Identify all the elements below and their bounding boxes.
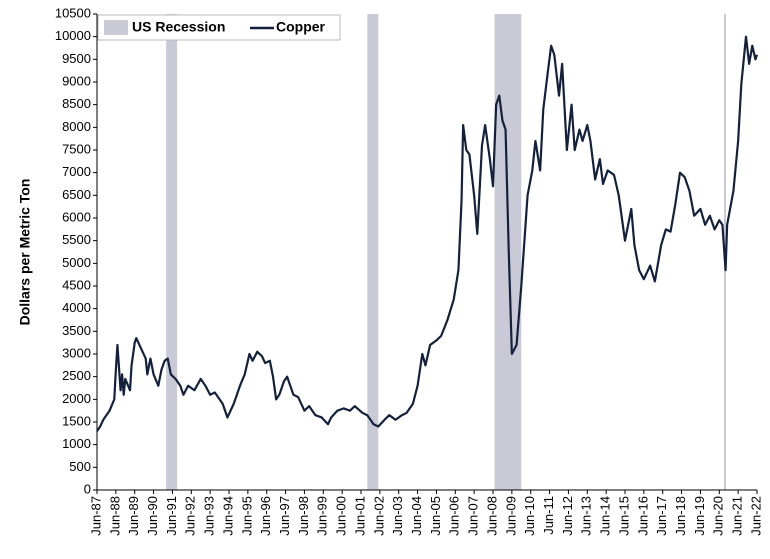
x-tick-label: Jun-18: [673, 496, 688, 536]
y-tick-label: 7000: [62, 164, 91, 179]
x-tick-label: Jun-96: [258, 496, 273, 536]
y-axis-label: Dollars per Metric Ton: [17, 179, 33, 326]
x-tick-label: Jun-09: [503, 496, 518, 536]
x-tick-label: Jun-12: [560, 496, 575, 536]
x-tick-label: Jun-92: [183, 496, 198, 536]
y-tick-label: 4000: [62, 300, 91, 315]
y-tick-label: 10000: [55, 28, 91, 43]
x-tick-label: Jun-11: [541, 496, 556, 535]
x-tick-label: Jun-04: [409, 496, 424, 536]
y-tick-label: 1500: [62, 413, 91, 428]
y-tick-label: 10500: [55, 5, 91, 20]
x-tick-label: Jun-15: [616, 496, 631, 536]
y-tick-label: 2000: [62, 391, 91, 406]
y-tick-label: 2500: [62, 368, 91, 383]
x-tick-label: Jun-16: [635, 496, 650, 536]
x-tick-label: Jun-00: [334, 496, 349, 536]
y-tick-label: 3000: [62, 345, 91, 360]
y-tick-label: 7500: [62, 141, 91, 156]
x-tick-label: Jun-99: [315, 496, 330, 536]
y-tick-label: 8500: [62, 96, 91, 111]
x-tick-label: Jun-87: [88, 496, 103, 536]
x-tick-label: Jun-20: [711, 496, 726, 536]
y-tick-label: 8000: [62, 119, 91, 134]
x-tick-label: Jun-98: [296, 496, 311, 536]
legend-box: [97, 14, 341, 41]
x-tick-label: Jun-89: [126, 496, 141, 536]
x-tick-label: Jun-14: [598, 496, 613, 536]
x-tick-label: Jun-88: [107, 496, 122, 536]
x-tick-label: Jun-17: [654, 496, 669, 536]
y-tick-label: 9000: [62, 73, 91, 88]
y-tick-label: 6000: [62, 209, 91, 224]
x-tick-label: Jun-02: [371, 496, 386, 536]
legend: US Recession Copper: [97, 14, 341, 41]
x-tick-label: Jun-22: [748, 496, 763, 536]
x-tick-label: Jun-10: [522, 496, 537, 536]
x-tick-label: Jun-21: [730, 496, 745, 536]
x-tick-label: Jun-06: [447, 496, 462, 536]
x-tick-label: Jun-19: [692, 496, 707, 536]
x-tick-label: Jun-94: [220, 496, 235, 536]
x-tick-label: Jun-01: [352, 496, 367, 536]
x-tick-label: Jun-03: [390, 496, 405, 536]
x-tick-label: Jun-97: [277, 496, 292, 536]
y-tick-label: 5500: [62, 232, 91, 247]
y-tick-label: 1000: [62, 436, 91, 451]
legend-label: Copper: [276, 19, 326, 35]
legend-swatch: [104, 20, 128, 35]
legend-label: US Recession: [132, 19, 225, 35]
y-tick-label: 500: [69, 459, 91, 474]
y-tick-label: 0: [84, 481, 91, 496]
y-tick-label: 3500: [62, 323, 91, 338]
x-tick-label: Jun-08: [484, 496, 499, 536]
copper-line: [96, 35, 759, 432]
recession-band: [367, 14, 379, 490]
x-tick-label: Jun-07: [466, 496, 481, 536]
y-tick-label: 9500: [62, 51, 91, 66]
x-tick-label: Jun-93: [202, 496, 217, 536]
recession-band: [166, 14, 178, 490]
y-tick-label: 5000: [62, 255, 91, 270]
y-tick-label: 6500: [62, 187, 91, 202]
x-tick-label: Jun-95: [239, 496, 254, 536]
x-tick-label: Jun-13: [579, 496, 594, 536]
x-tick-label: Jun-91: [164, 496, 179, 536]
x-tick-label: Jun-90: [145, 496, 160, 536]
x-tick-label: Jun-05: [428, 496, 443, 536]
y-tick-label: 4500: [62, 277, 91, 292]
